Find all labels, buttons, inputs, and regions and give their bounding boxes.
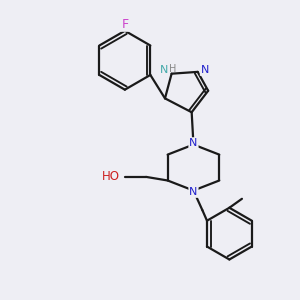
- Text: N: N: [189, 138, 198, 148]
- Text: F: F: [121, 18, 128, 31]
- Text: HO: HO: [102, 170, 120, 183]
- Text: H: H: [169, 64, 176, 74]
- Text: N: N: [201, 65, 209, 75]
- Text: N: N: [160, 65, 168, 75]
- Text: N: N: [189, 187, 198, 197]
